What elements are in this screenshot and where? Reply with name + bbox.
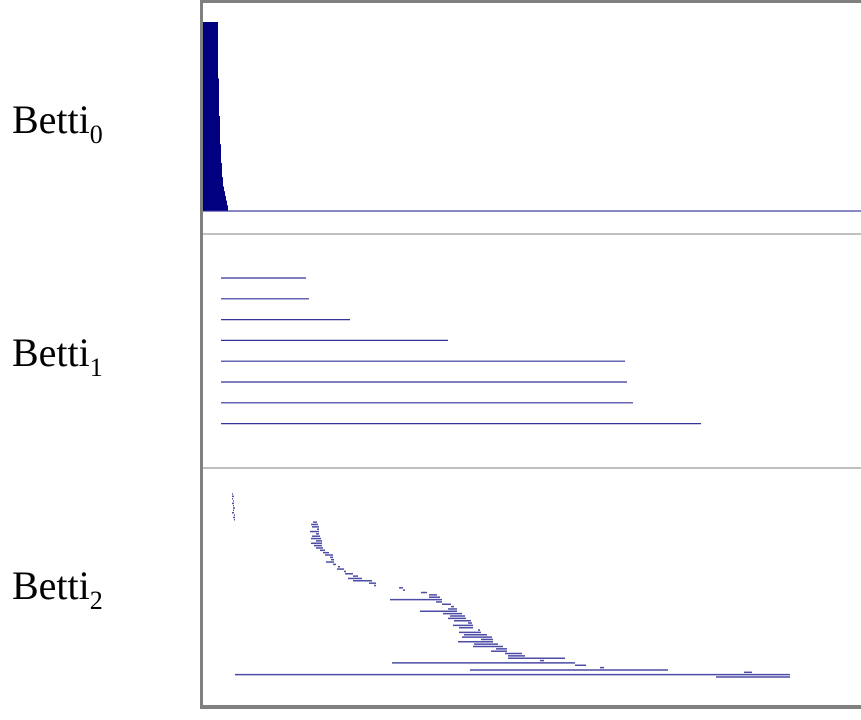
- betti0-bar: [203, 64, 218, 70]
- label-text: Betti: [12, 563, 90, 608]
- betti0-bar: [203, 92, 219, 98]
- betti0-bar: [203, 130, 220, 136]
- betti0-bar: [203, 83, 219, 89]
- betti0-bar: [203, 22, 218, 28]
- betti0-bar: [203, 36, 218, 42]
- betti0-bar: [203, 153, 221, 159]
- betti0-bar: [203, 111, 219, 117]
- betti-1-label: Betti1: [12, 333, 103, 381]
- betti0-bar: [203, 26, 218, 32]
- label-subscript: 0: [89, 120, 103, 149]
- betti0-bar: [203, 144, 221, 150]
- betti0-bar: [203, 45, 218, 51]
- betti0-bar: [203, 50, 218, 56]
- betti-0-label: Betti0: [12, 100, 103, 148]
- betti0-bar: [203, 181, 223, 188]
- label-subscript: 1: [89, 353, 103, 382]
- betti0-bar: [203, 177, 223, 183]
- betti0-bar: [203, 172, 222, 178]
- betti0-bar: [203, 158, 221, 164]
- betti0-bar: [203, 120, 220, 126]
- betti0-bar: [203, 59, 218, 65]
- betti0-bar: [203, 69, 218, 75]
- betti0-bar: [203, 31, 218, 37]
- betti0-bar: [203, 195, 226, 202]
- betti0-bar: [203, 205, 228, 211]
- betti0-bar: [203, 163, 222, 169]
- betti0-bar: [203, 125, 220, 131]
- betti0-bar: [203, 40, 218, 47]
- betti0-bar: [203, 97, 219, 103]
- label-text: Betti: [12, 97, 90, 142]
- betti0-bar: [203, 200, 227, 206]
- betti0-bar: [203, 73, 218, 79]
- betti0-bar: [203, 101, 219, 108]
- betti0-bar: [203, 191, 225, 197]
- betti0-bar: [203, 167, 222, 173]
- betti0-bar: [203, 78, 219, 84]
- betti0-bar: [203, 139, 220, 145]
- label-text: Betti: [12, 330, 90, 375]
- betti0-bar: [203, 116, 220, 122]
- betti0-bar: [203, 87, 219, 94]
- plot-frame: [200, 0, 861, 709]
- betti0-bar: [203, 54, 218, 61]
- betti0-bar: [203, 106, 219, 112]
- betti0-bar: [203, 148, 221, 155]
- betti0-bar: [203, 186, 224, 192]
- betti-2-label: Betti2: [12, 566, 103, 614]
- label-subscript: 2: [89, 586, 103, 615]
- betti0-bar: [203, 134, 220, 141]
